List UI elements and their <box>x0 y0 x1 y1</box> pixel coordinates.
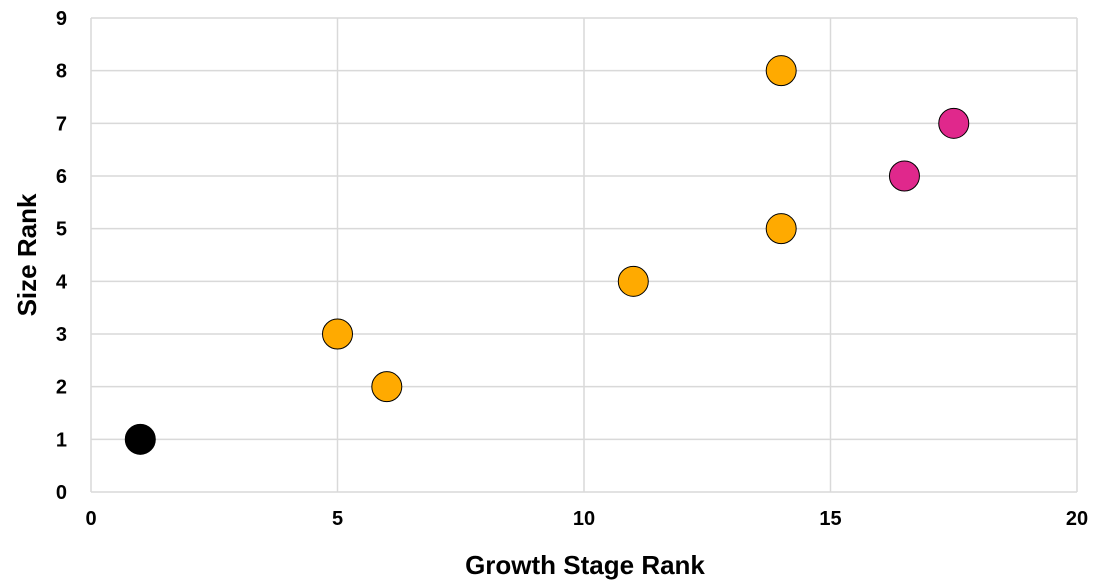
data-point <box>765 55 797 87</box>
x-tick-label: 0 <box>85 508 96 530</box>
data-point <box>124 423 156 455</box>
data-point <box>765 213 797 245</box>
x-tick-label: 15 <box>819 508 841 530</box>
y-tick-label: 8 <box>56 61 67 83</box>
data-point <box>322 318 353 350</box>
data-point <box>617 265 649 297</box>
x-tick-label: 5 <box>332 508 343 530</box>
y-tick-label: 3 <box>56 324 67 346</box>
y-tick-label: 5 <box>56 219 67 241</box>
data-point <box>888 160 920 192</box>
tick-labels: 0 1 2 3 4 5 6 7 8 9 0 5 10 15 20 <box>56 8 1088 530</box>
data-points <box>124 55 970 455</box>
data-point <box>938 107 970 139</box>
y-axis-title: Size Rank <box>12 193 42 316</box>
data-point <box>371 371 403 403</box>
y-tick-label: 6 <box>56 166 67 188</box>
y-tick-label: 7 <box>56 113 67 135</box>
y-tick-label: 1 <box>56 429 67 451</box>
y-tick-label: 4 <box>56 271 68 293</box>
x-axis-title: Growth Stage Rank <box>465 550 705 580</box>
y-tick-label: 0 <box>56 482 67 504</box>
gridlines <box>90 17 1078 493</box>
x-tick-label: 10 <box>573 508 595 530</box>
y-tick-label: 9 <box>56 8 67 30</box>
x-tick-label: 20 <box>1066 508 1088 530</box>
y-tick-label: 2 <box>56 377 67 399</box>
